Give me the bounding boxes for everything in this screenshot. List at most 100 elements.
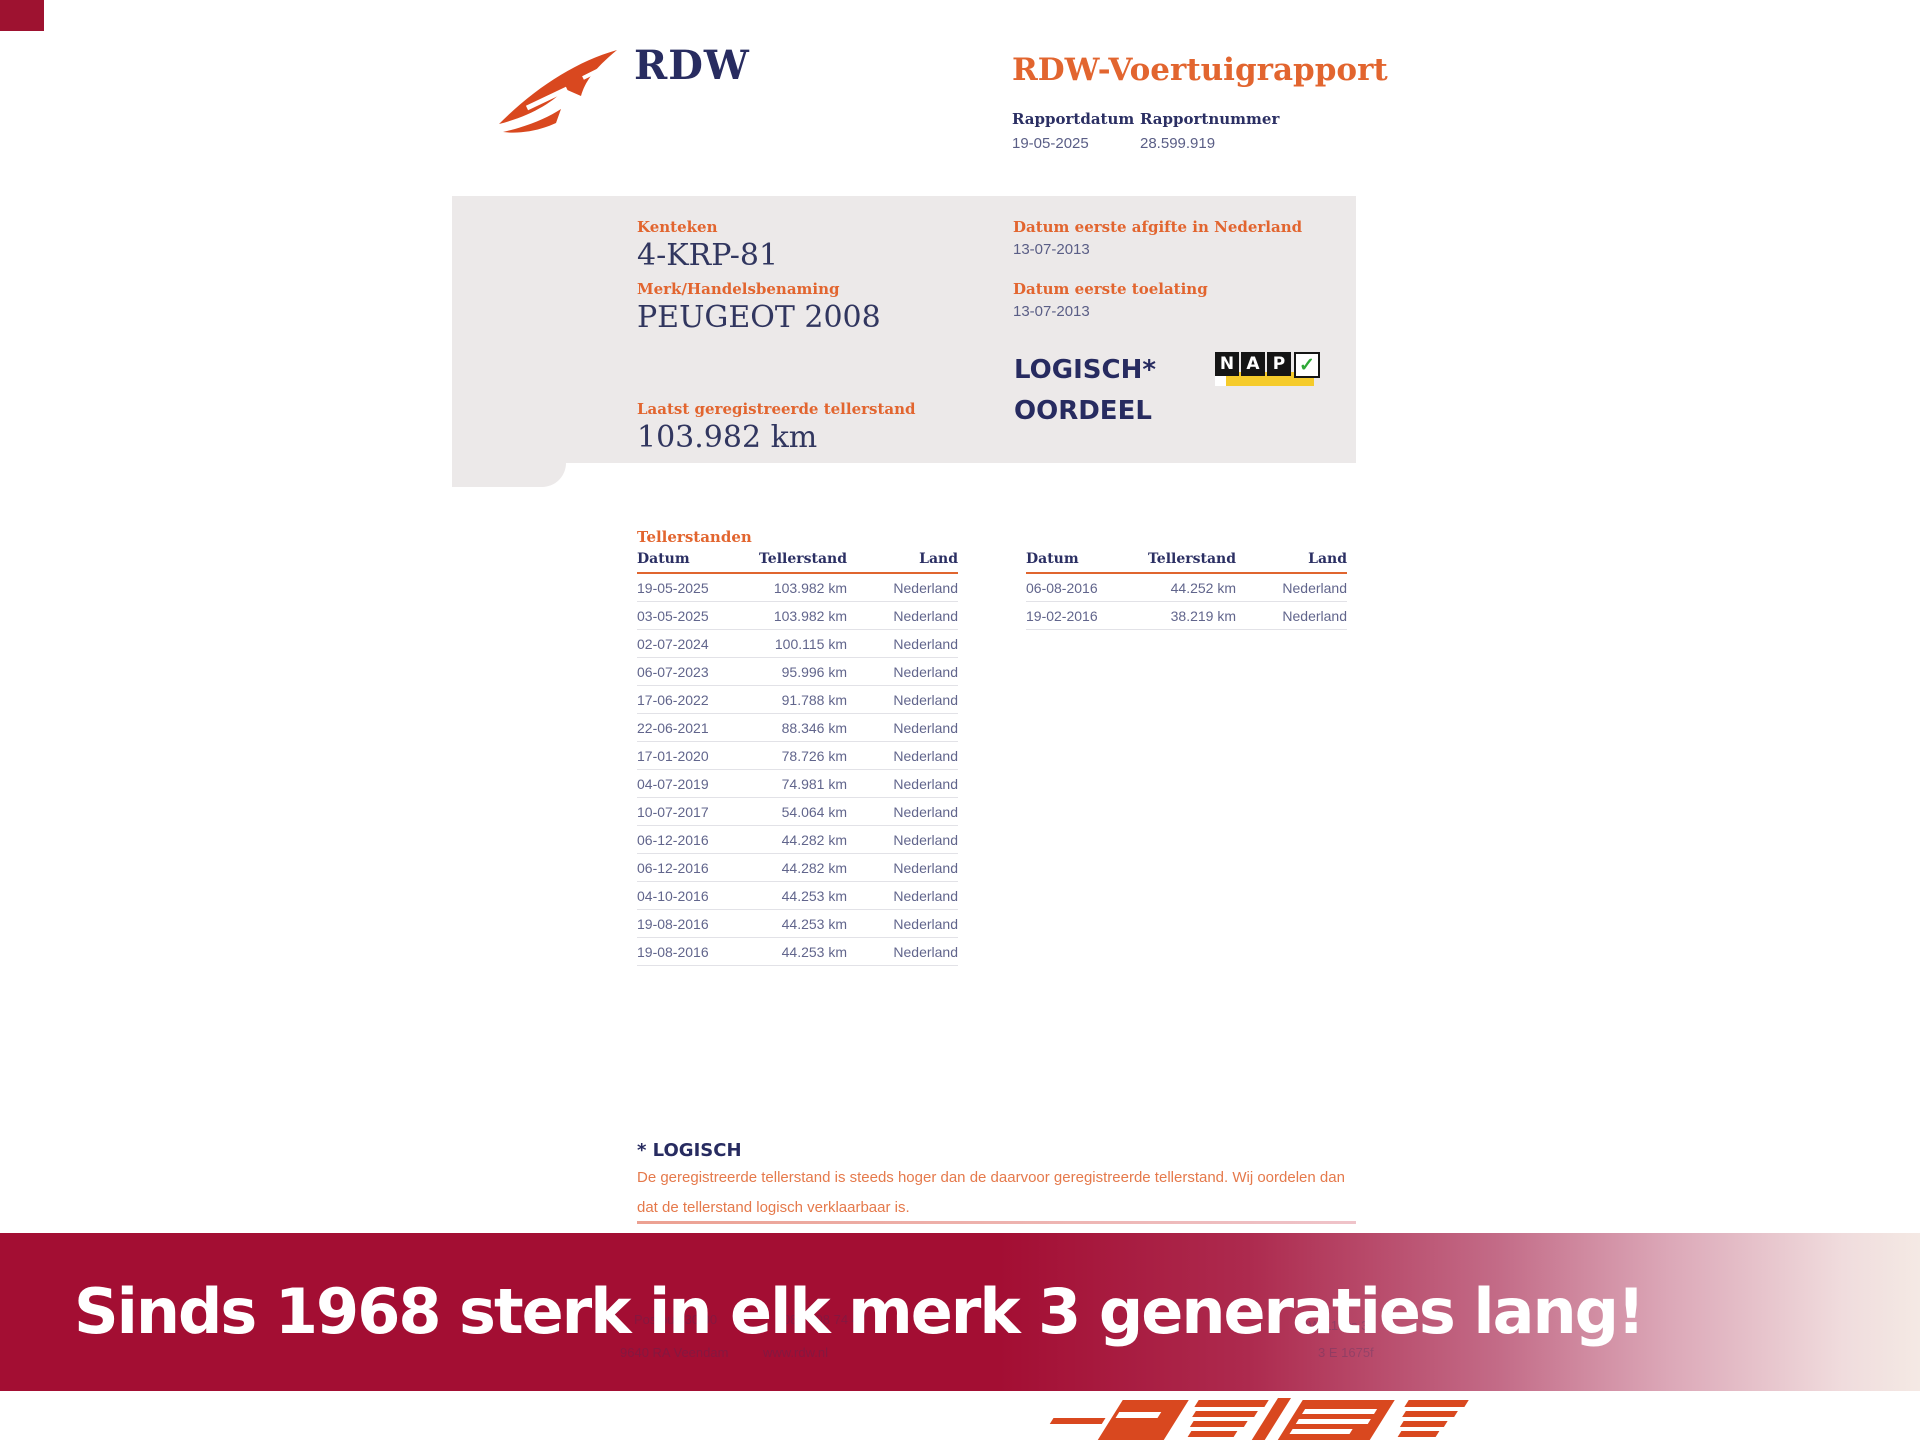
nap-logo-white-patch [1215,372,1226,386]
table-cell: Nederland [893,859,958,876]
column-header-tellerstand: Tellerstand [758,551,847,567]
tellerstanden-table-2-body: 06-08-2016 44.252 km Nederland 19-02-2016 38… [1026,574,1347,630]
faint-footer-address-line2: 9640 RA Veendam [620,1345,729,1360]
table-header-row: Datum Tellerstand Land [637,551,958,574]
vehicle-summary-panel [452,196,1356,463]
nap-letter-n: N [1215,352,1239,376]
laatste-tellerstand-label: Laatst geregistreerde tellerstand [637,400,916,418]
table-cell: Nederland [893,607,958,624]
afgifte-label: Datum eerste afgifte in Nederland [1013,218,1303,236]
table-cell: 44.253 km [781,943,847,960]
table-cell: Nederland [893,747,958,764]
table-cell: Nederland [893,803,958,820]
rdw-logo-icon [499,50,617,133]
table-cell: 06-12-2016 [637,859,709,876]
table-header-row: Datum Tellerstand Land [1026,551,1347,574]
table-row: 06-12-2016 44.282 km Nederland [637,826,958,854]
nap-letter-a: A [1241,352,1265,376]
kenteken-label: Kenteken [637,218,718,236]
table-cell: 19-08-2016 [637,915,709,932]
table-cell: 44.253 km [781,915,847,932]
table-row: 17-06-2022 91.788 km Nederland [637,686,958,714]
table-cell: 44.282 km [781,859,847,876]
table-cell: 78.726 km [781,747,847,764]
table-cell: 17-06-2022 [637,691,709,708]
laatste-tellerstand-value: 103.982 km [637,420,818,455]
rdw-wordmark: RDW [634,42,750,89]
dealer-logo-icon [1049,1398,1469,1440]
report-title: RDW-Voertuigrapport [1012,52,1388,88]
table-row: 19-05-2025 103.982 km Nederland [637,574,958,602]
table-row: 19-08-2016 44.253 km Nederland [637,938,958,966]
table-cell: Nederland [893,775,958,792]
faint-footer-address-line1: Postbus 30 00 [634,1312,718,1327]
table-cell: 44.253 km [781,887,847,904]
table-row: 04-10-2016 44.253 km Nederland [637,882,958,910]
faint-footer-code2: 3 E 1675f [1318,1345,1374,1360]
tellerstanden-table-1-body: 19-05-2025 103.982 km Nederland 03-05-2025 1… [637,574,958,966]
oordeel-line2: OORDEEL [1014,396,1152,426]
corner-mark [0,0,44,31]
table-cell: 10-07-2017 [637,803,709,820]
table-cell: Nederland [1282,607,1347,624]
toelating-label: Datum eerste toelating [1013,280,1208,298]
table-cell: Nederland [893,691,958,708]
table-cell: Nederland [893,943,958,960]
nap-check-icon: ✓ [1294,352,1320,378]
table-cell: 04-07-2019 [637,775,709,792]
table-cell: 38.219 km [1170,607,1236,624]
nap-letter-p: P [1267,352,1291,376]
table-row: 02-07-2024 100.115 km Nederland [637,630,958,658]
column-header-datum: Datum [1026,551,1079,567]
rapportdatum-value: 19-05-2025 [1012,135,1089,152]
table-cell: 88.346 km [781,719,847,736]
faint-footer-code1: BW 11 ws 3 [1300,1318,1369,1333]
table-cell: 54.064 km [781,803,847,820]
table-cell: 17-01-2020 [637,747,709,764]
rapportnummer-value: 28.599.919 [1140,135,1216,152]
faint-footer-website: www.rdw.nl [763,1345,829,1360]
table-row: 22-06-2021 88.346 km Nederland [637,714,958,742]
table-cell: 103.982 km [773,607,847,624]
table-cell: 74.981 km [781,775,847,792]
table-cell: Nederland [893,579,958,596]
table-row: 17-01-2020 78.726 km Nederland [637,742,958,770]
column-header-datum: Datum [637,551,690,567]
table-row: 06-12-2016 44.282 km Nederland [637,854,958,882]
table-cell: Nederland [893,915,958,932]
table-cell: 04-10-2016 [637,887,709,904]
vehicle-summary-panel-tail [452,463,566,487]
column-header-land: Land [919,551,958,567]
table-row: 10-07-2017 54.064 km Nederland [637,798,958,826]
footer-divider [637,1221,1356,1224]
nap-logo: N A P ✓ [1215,352,1320,378]
table-cell: 06-12-2016 [637,831,709,848]
table-cell: 95.996 km [781,663,847,680]
rapportdatum-label: Rapportdatum [1012,110,1135,128]
rapportnummer-label: Rapportnummer [1140,110,1280,128]
promo-banner [0,1233,1920,1391]
kenteken-value: 4-KRP-81 [637,238,779,273]
table-cell: 100.115 km [774,635,847,652]
banner-headline: Sinds 1968 sterk in elk merk 3 generatie… [74,1275,1645,1348]
table-row: 06-07-2023 95.996 km Nederland [637,658,958,686]
table-cell: Nederland [893,831,958,848]
table-cell: 06-08-2016 [1026,579,1098,596]
column-header-tellerstand: Tellerstand [1147,551,1236,567]
table-cell: 19-08-2016 [637,943,709,960]
table-row: 19-08-2016 44.253 km Nederland [637,910,958,938]
table-cell: 19-05-2025 [637,579,709,596]
table-cell: Nederland [893,663,958,680]
logisch-footnote-line1: De geregistreerde tellerstand is steeds … [637,1169,1345,1186]
table-cell: Nederland [1282,579,1347,596]
table-cell: 22-06-2021 [637,719,709,736]
table-cell: Nederland [893,887,958,904]
table-row: 06-08-2016 44.252 km Nederland [1026,574,1347,602]
merk-label: Merk/Handelsbenaming [637,280,840,298]
merk-value: PEUGEOT 2008 [637,300,881,335]
tellerstanden-title: Tellerstanden [637,528,752,546]
toelating-value: 13-07-2013 [1013,303,1090,320]
table-row: 19-02-2016 38.219 km Nederland [1026,602,1347,630]
logisch-footnote-title: * LOGISCH [637,1140,742,1161]
tellerstanden-table-2: Datum Tellerstand Land 06-08-2016 44.252 … [1026,551,1347,630]
